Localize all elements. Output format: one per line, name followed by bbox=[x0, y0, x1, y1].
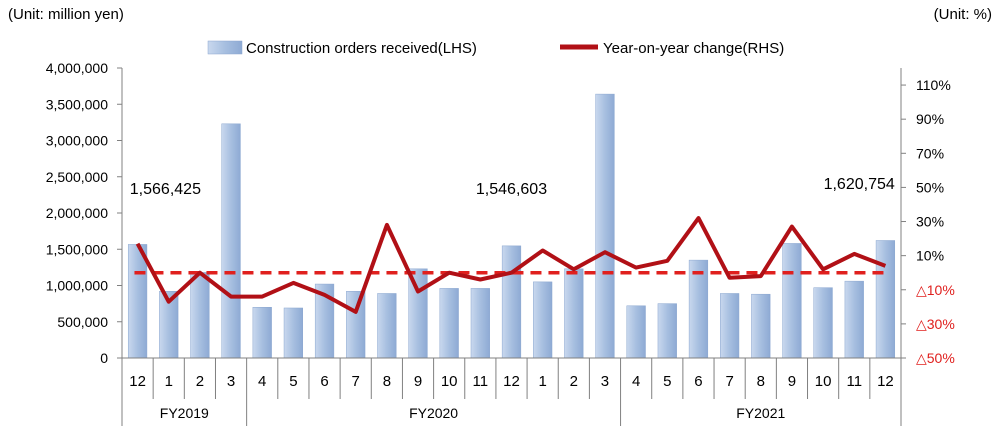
left-axis-unit: (Unit: million yen) bbox=[8, 6, 124, 23]
fiscal-year-label: FY2020 bbox=[409, 405, 458, 421]
month-label: 12 bbox=[129, 373, 146, 390]
month-label: 1 bbox=[538, 373, 546, 390]
month-label: 7 bbox=[725, 373, 733, 390]
data-label: 1,620,754 bbox=[824, 176, 895, 193]
bar bbox=[377, 293, 397, 359]
bar bbox=[844, 280, 864, 359]
bar bbox=[813, 287, 833, 359]
right-axis-unit: (Unit: %) bbox=[933, 6, 992, 23]
left-axis-tick-label: 1,000,000 bbox=[46, 278, 108, 294]
bar bbox=[252, 307, 272, 359]
month-label: 6 bbox=[320, 373, 328, 390]
bar bbox=[533, 281, 553, 359]
right-axis-tick-label: △30% bbox=[916, 316, 955, 332]
bar bbox=[657, 303, 677, 359]
right-axis-tick-label: 30% bbox=[916, 214, 944, 230]
bar bbox=[221, 123, 241, 359]
left-axis-tick-label: 2,000,000 bbox=[46, 205, 108, 221]
bar bbox=[720, 293, 740, 359]
bar bbox=[626, 305, 646, 359]
month-label: 9 bbox=[414, 373, 422, 390]
month-label: 10 bbox=[441, 373, 458, 390]
month-label: 1 bbox=[165, 373, 173, 390]
month-label: 4 bbox=[632, 373, 640, 390]
right-axis-tick-label: 90% bbox=[916, 111, 944, 127]
bar bbox=[875, 240, 896, 359]
month-label: 12 bbox=[503, 373, 520, 390]
month-label: 3 bbox=[601, 373, 609, 390]
bar bbox=[127, 244, 148, 359]
bar bbox=[751, 293, 771, 359]
month-label: 11 bbox=[473, 373, 489, 390]
left-axis-tick-label: 1,500,000 bbox=[46, 241, 108, 257]
month-label: 5 bbox=[663, 373, 671, 390]
bar bbox=[470, 288, 490, 359]
month-label: 2 bbox=[196, 373, 204, 390]
right-axis-tick-label: 10% bbox=[916, 248, 944, 264]
month-label: 5 bbox=[289, 373, 297, 390]
right-axis-tick-label: 70% bbox=[916, 145, 944, 161]
month-label: 8 bbox=[757, 373, 765, 390]
month-label: 9 bbox=[788, 373, 796, 390]
bar bbox=[346, 291, 366, 359]
right-axis-tick-label: 110% bbox=[916, 77, 951, 93]
month-label: 8 bbox=[383, 373, 391, 390]
left-axis-tick-label: 500,000 bbox=[57, 314, 108, 330]
yoy-line-series bbox=[135, 216, 887, 314]
bar bbox=[501, 245, 522, 359]
left-axis-tick-label: 2,500,000 bbox=[46, 169, 108, 185]
left-axis-tick-label: 4,000,000 bbox=[46, 60, 108, 76]
month-label: 10 bbox=[815, 373, 832, 390]
month-label: 7 bbox=[352, 373, 360, 390]
bar bbox=[283, 307, 303, 359]
fiscal-year-label: FY2019 bbox=[160, 405, 209, 421]
left-axis-tick-label: 3,000,000 bbox=[46, 133, 108, 149]
month-label: 11 bbox=[846, 373, 862, 390]
legend-line-label: Year-on-year change(RHS) bbox=[603, 40, 784, 57]
left-axis-tick-label: 0 bbox=[100, 350, 108, 366]
data-label: 1,566,425 bbox=[130, 181, 201, 198]
bar bbox=[688, 259, 709, 359]
left-axis-tick-label: 3,500,000 bbox=[46, 96, 108, 112]
month-label: 3 bbox=[227, 373, 235, 390]
bar bbox=[439, 288, 459, 359]
bar bbox=[564, 268, 584, 359]
bar bbox=[595, 93, 615, 359]
month-label: 12 bbox=[877, 373, 894, 390]
legend: Construction orders received(LHS) Year-o… bbox=[207, 40, 784, 57]
month-label: 6 bbox=[694, 373, 702, 390]
bar bbox=[782, 243, 802, 359]
month-label: 4 bbox=[258, 373, 266, 390]
month-label: 2 bbox=[570, 373, 578, 390]
data-label: 1,546,603 bbox=[476, 181, 547, 198]
right-axis-tick-label: △50% bbox=[916, 350, 955, 366]
legend-bar-swatch bbox=[207, 40, 243, 55]
right-axis-tick-label: △10% bbox=[916, 282, 955, 298]
right-axis-tick-label: 50% bbox=[916, 179, 944, 195]
bar bbox=[190, 272, 210, 359]
fiscal-year-label: FY2021 bbox=[736, 405, 785, 421]
legend-bar-label: Construction orders received(LHS) bbox=[246, 40, 477, 57]
